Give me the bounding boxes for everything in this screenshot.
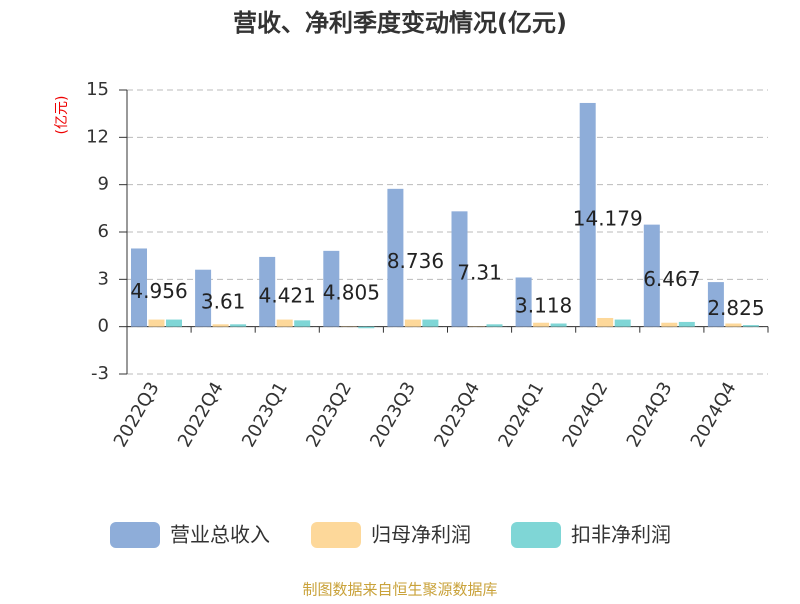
data-label: 3.61 xyxy=(201,290,246,314)
legend-swatch xyxy=(511,522,561,548)
data-label: 8.736 xyxy=(387,249,444,273)
x-tick-label: 2023Q4 xyxy=(430,379,484,451)
legend-label: 归母净利润 xyxy=(371,523,471,547)
data-label: 3.118 xyxy=(515,294,572,318)
y-tick-label: 15 xyxy=(86,79,109,100)
x-tick-label: 2024Q4 xyxy=(687,379,741,451)
bar xyxy=(230,324,246,326)
data-label: 2.825 xyxy=(707,296,764,320)
data-label: 7.31 xyxy=(457,260,502,284)
bar xyxy=(149,320,165,327)
x-tick-label: 2023Q1 xyxy=(238,379,292,451)
x-tick-label: 2024Q1 xyxy=(494,379,548,451)
chart-title: 营收、净利季度变动情况(亿元) xyxy=(233,9,567,37)
bar xyxy=(358,327,374,329)
y-tick-label: 0 xyxy=(98,316,109,337)
bar xyxy=(533,323,549,327)
bar xyxy=(277,320,293,327)
x-tick-label: 2022Q4 xyxy=(174,379,228,451)
bar xyxy=(294,320,310,326)
bar xyxy=(725,324,741,327)
y-tick-label: 12 xyxy=(86,126,109,147)
x-tick-label: 2023Q2 xyxy=(302,379,356,451)
data-label: 4.421 xyxy=(259,283,316,307)
bar xyxy=(213,324,229,326)
source-note: 制图数据来自恒生聚源数据库 xyxy=(302,581,497,599)
y-axis-title: (亿元) xyxy=(54,96,70,135)
data-label: 4.805 xyxy=(323,280,380,304)
bar xyxy=(679,322,695,327)
bar xyxy=(743,325,759,327)
x-tick-label: 2023Q3 xyxy=(366,379,420,451)
y-tick-label: 9 xyxy=(98,174,109,195)
data-label: 4.956 xyxy=(130,279,187,303)
y-tick-label: 3 xyxy=(98,268,109,289)
bar xyxy=(597,318,613,327)
legend-swatch xyxy=(110,522,160,548)
x-tick-label: 2024Q3 xyxy=(623,379,677,451)
bar xyxy=(615,320,631,327)
bar xyxy=(551,324,567,327)
legend-swatch xyxy=(311,522,361,548)
y-tick-label: 6 xyxy=(98,221,109,242)
bar xyxy=(405,320,421,327)
bar xyxy=(166,320,182,327)
bar xyxy=(661,323,677,327)
legend-label: 营业总收入 xyxy=(170,523,270,547)
legend-label: 扣非净利润 xyxy=(571,523,671,547)
x-tick-label: 2022Q3 xyxy=(110,379,164,451)
data-label: 6.467 xyxy=(643,267,700,291)
x-tick-label: 2024Q2 xyxy=(559,379,613,451)
y-tick-label: -3 xyxy=(91,363,109,384)
bar xyxy=(487,324,503,326)
bar xyxy=(422,320,438,327)
data-label: 14.179 xyxy=(573,206,643,230)
